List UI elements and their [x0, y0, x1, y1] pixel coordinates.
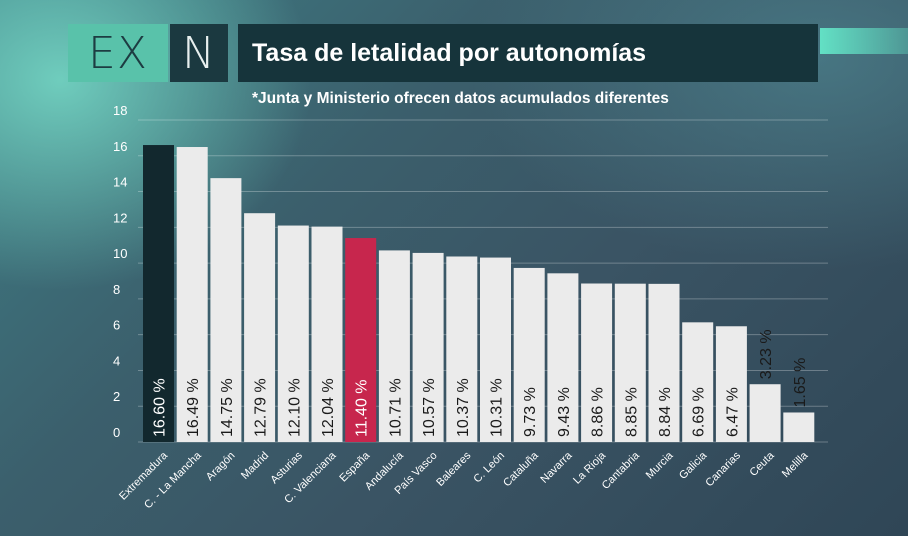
bar	[581, 283, 613, 442]
bar-value-label: 10.71 %	[387, 378, 404, 437]
bar-value-label: 9.73 %	[522, 387, 539, 437]
logo-ex-text: EX	[88, 27, 148, 79]
accent-bar	[820, 28, 908, 54]
bar-value-label: 1.65 %	[792, 358, 809, 408]
x-tick-label: Madrid	[239, 450, 271, 482]
bar	[614, 283, 646, 442]
logo-n: N	[170, 24, 228, 82]
bar-value-label: 12.79 %	[253, 378, 270, 437]
x-tick-label: Cantabria	[600, 449, 643, 492]
bar	[210, 178, 242, 442]
y-tick-label: 12	[113, 210, 127, 225]
x-tick-label: Ceuta	[747, 449, 777, 479]
bar-value-label: 6.69 %	[691, 387, 708, 437]
bar	[446, 256, 478, 442]
bar	[783, 412, 815, 442]
x-tick-label: Cataluña	[501, 449, 541, 489]
bar-value-label: 8.84 %	[657, 387, 674, 437]
bar-value-label: 12.10 %	[286, 378, 303, 437]
x-tick-label: Aragón	[204, 450, 238, 484]
bar-value-label: 16.60 %	[152, 378, 169, 437]
bar	[682, 322, 714, 442]
bar-value-label: 8.86 %	[590, 387, 607, 437]
bar-value-label: 12.04 %	[320, 378, 337, 437]
bar	[244, 213, 276, 442]
x-tick-label: Navarra	[538, 449, 575, 486]
bar-value-label: 3.23 %	[758, 329, 775, 379]
bar	[648, 283, 680, 442]
x-tick-label: Baleares	[434, 449, 474, 489]
y-tick-label: 2	[113, 389, 120, 404]
logo-n-text: N	[182, 27, 216, 79]
bar	[311, 226, 343, 442]
x-tick-label: Melilla	[780, 449, 811, 480]
bar-value-label: 16.49 %	[185, 378, 202, 437]
title-banner: Tasa de letalidad por autonomías	[238, 24, 818, 82]
x-tick-label: Galicia	[677, 449, 710, 482]
x-tick-label: Canarias	[703, 449, 743, 489]
y-tick-label: 4	[113, 353, 120, 368]
y-tick-label: 10	[113, 246, 127, 261]
chart-subtitle: *Junta y Ministerio ofrecen datos acumul…	[252, 90, 669, 107]
bar	[547, 273, 579, 442]
bar	[143, 145, 174, 443]
y-tick-label: 0	[113, 425, 120, 440]
bar	[513, 267, 545, 442]
bar	[412, 252, 444, 442]
bar	[176, 147, 208, 443]
bar	[749, 384, 781, 442]
page-title: Tasa de letalidad por autonomías	[252, 38, 647, 67]
bar	[715, 326, 747, 442]
bar-value-label: 14.75 %	[219, 378, 236, 437]
bar-value-label: 8.85 %	[623, 387, 640, 437]
bar	[378, 250, 410, 442]
y-tick-label: 6	[113, 318, 120, 333]
y-tick-label: 8	[113, 282, 120, 297]
bar-value-label: 10.31 %	[489, 378, 506, 437]
bar-value-label: 10.37 %	[455, 378, 472, 437]
bar-value-label: 11.40 %	[354, 379, 371, 437]
y-tick-label: 16	[113, 139, 127, 154]
y-tick-label: 18	[113, 103, 127, 118]
bar-value-label: 9.43 %	[556, 387, 573, 437]
bar-value-label: 6.47 %	[724, 387, 741, 437]
bar	[345, 238, 377, 442]
x-tick-label: Murcia	[644, 449, 676, 481]
bar	[480, 257, 511, 442]
x-tick-label: C. - La Mancha	[142, 449, 204, 511]
logo-ex: EX	[68, 24, 168, 82]
bar	[277, 225, 309, 442]
bar-value-label: 10.57 %	[421, 378, 438, 437]
y-tick-label: 14	[113, 175, 127, 190]
